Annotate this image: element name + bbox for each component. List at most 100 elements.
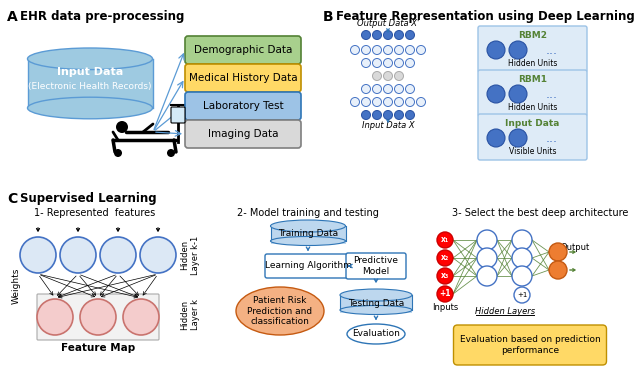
Circle shape — [372, 71, 381, 81]
Circle shape — [362, 84, 371, 94]
Text: Hidden Units: Hidden Units — [508, 60, 557, 68]
Text: Inputs: Inputs — [432, 303, 458, 313]
Text: Testing Data: Testing Data — [348, 299, 404, 307]
Text: Hidden Layers: Hidden Layers — [475, 307, 535, 316]
Circle shape — [417, 46, 426, 54]
Ellipse shape — [347, 324, 405, 344]
Text: Evaluation: Evaluation — [352, 330, 400, 339]
Circle shape — [406, 98, 415, 107]
Text: RBM1: RBM1 — [518, 74, 547, 84]
Circle shape — [514, 287, 530, 303]
Bar — [340, 295, 412, 313]
Text: ...: ... — [546, 44, 558, 57]
Circle shape — [362, 111, 371, 120]
Circle shape — [394, 98, 403, 107]
Text: +1: +1 — [439, 289, 451, 299]
Text: (Electronic Health Records): (Electronic Health Records) — [28, 81, 152, 91]
Text: A: A — [7, 10, 18, 24]
Circle shape — [372, 30, 381, 40]
Ellipse shape — [28, 97, 152, 119]
Circle shape — [437, 250, 453, 266]
Circle shape — [362, 30, 371, 40]
Circle shape — [406, 84, 415, 94]
Circle shape — [509, 41, 527, 59]
Circle shape — [394, 30, 403, 40]
Circle shape — [140, 237, 176, 273]
Circle shape — [406, 30, 415, 40]
Text: Predictive
Model: Predictive Model — [353, 256, 399, 276]
Text: Imaging Data: Imaging Data — [208, 129, 278, 139]
Circle shape — [383, 84, 392, 94]
Circle shape — [362, 98, 371, 107]
Text: ...: ... — [546, 131, 558, 145]
Text: 1- Represented  features: 1- Represented features — [35, 208, 156, 218]
Text: Hidden Units: Hidden Units — [508, 104, 557, 112]
Circle shape — [372, 98, 381, 107]
Circle shape — [394, 84, 403, 94]
FancyBboxPatch shape — [265, 254, 351, 278]
Text: Input Data: Input Data — [57, 67, 123, 77]
Circle shape — [509, 129, 527, 147]
Text: Demographic Data: Demographic Data — [194, 45, 292, 55]
Circle shape — [437, 268, 453, 284]
Text: ...: ... — [546, 87, 558, 101]
Circle shape — [383, 111, 392, 120]
Text: Output: Output — [561, 243, 589, 252]
Circle shape — [114, 149, 122, 157]
Ellipse shape — [271, 220, 346, 232]
Text: B: B — [323, 10, 333, 24]
Circle shape — [351, 98, 360, 107]
Text: Output Data X': Output Data X' — [357, 20, 419, 28]
Text: Hidden
Layer k: Hidden Layer k — [180, 299, 200, 330]
FancyBboxPatch shape — [185, 120, 301, 148]
Text: Feature Map: Feature Map — [61, 343, 135, 353]
Text: Medical History Data: Medical History Data — [189, 73, 298, 83]
Circle shape — [37, 299, 73, 335]
Text: Evaluation based on prediction
performance: Evaluation based on prediction performan… — [460, 335, 600, 355]
FancyBboxPatch shape — [185, 36, 301, 64]
Ellipse shape — [271, 236, 346, 246]
Text: Learning Algorithm: Learning Algorithm — [264, 262, 351, 270]
Circle shape — [123, 299, 159, 335]
FancyBboxPatch shape — [478, 70, 587, 116]
Circle shape — [372, 111, 381, 120]
Circle shape — [509, 85, 527, 103]
FancyBboxPatch shape — [185, 64, 301, 92]
Text: Hidden
Layer k-1: Hidden Layer k-1 — [180, 235, 200, 275]
Circle shape — [406, 111, 415, 120]
Circle shape — [512, 266, 532, 286]
Text: Feature Representation using Deep Learning: Feature Representation using Deep Learni… — [336, 10, 635, 23]
Text: Training Data: Training Data — [278, 229, 338, 239]
Circle shape — [100, 237, 136, 273]
Text: Visible Units: Visible Units — [509, 148, 556, 157]
Circle shape — [406, 46, 415, 54]
Circle shape — [362, 46, 371, 54]
Circle shape — [477, 266, 497, 286]
FancyBboxPatch shape — [171, 107, 185, 123]
Circle shape — [437, 286, 453, 302]
Ellipse shape — [28, 48, 152, 70]
Circle shape — [80, 299, 116, 335]
FancyBboxPatch shape — [478, 114, 587, 160]
Circle shape — [477, 230, 497, 250]
Circle shape — [394, 71, 403, 81]
Text: Input Data X: Input Data X — [362, 121, 414, 131]
Circle shape — [116, 121, 128, 133]
Text: Laboratory Test: Laboratory Test — [203, 101, 284, 111]
Circle shape — [437, 232, 453, 248]
Text: +1: +1 — [517, 292, 527, 298]
Circle shape — [512, 230, 532, 250]
Bar — [271, 226, 346, 244]
Ellipse shape — [236, 287, 324, 335]
Text: x₂: x₂ — [441, 253, 449, 262]
Circle shape — [417, 98, 426, 107]
Circle shape — [167, 149, 175, 157]
Circle shape — [372, 84, 381, 94]
Circle shape — [394, 58, 403, 67]
Circle shape — [406, 58, 415, 67]
Circle shape — [383, 71, 392, 81]
Text: x₁: x₁ — [441, 235, 449, 245]
Text: 2- Model training and testing: 2- Model training and testing — [237, 208, 379, 218]
Text: 3- Select the best deep architecture: 3- Select the best deep architecture — [452, 208, 628, 218]
Circle shape — [477, 248, 497, 268]
